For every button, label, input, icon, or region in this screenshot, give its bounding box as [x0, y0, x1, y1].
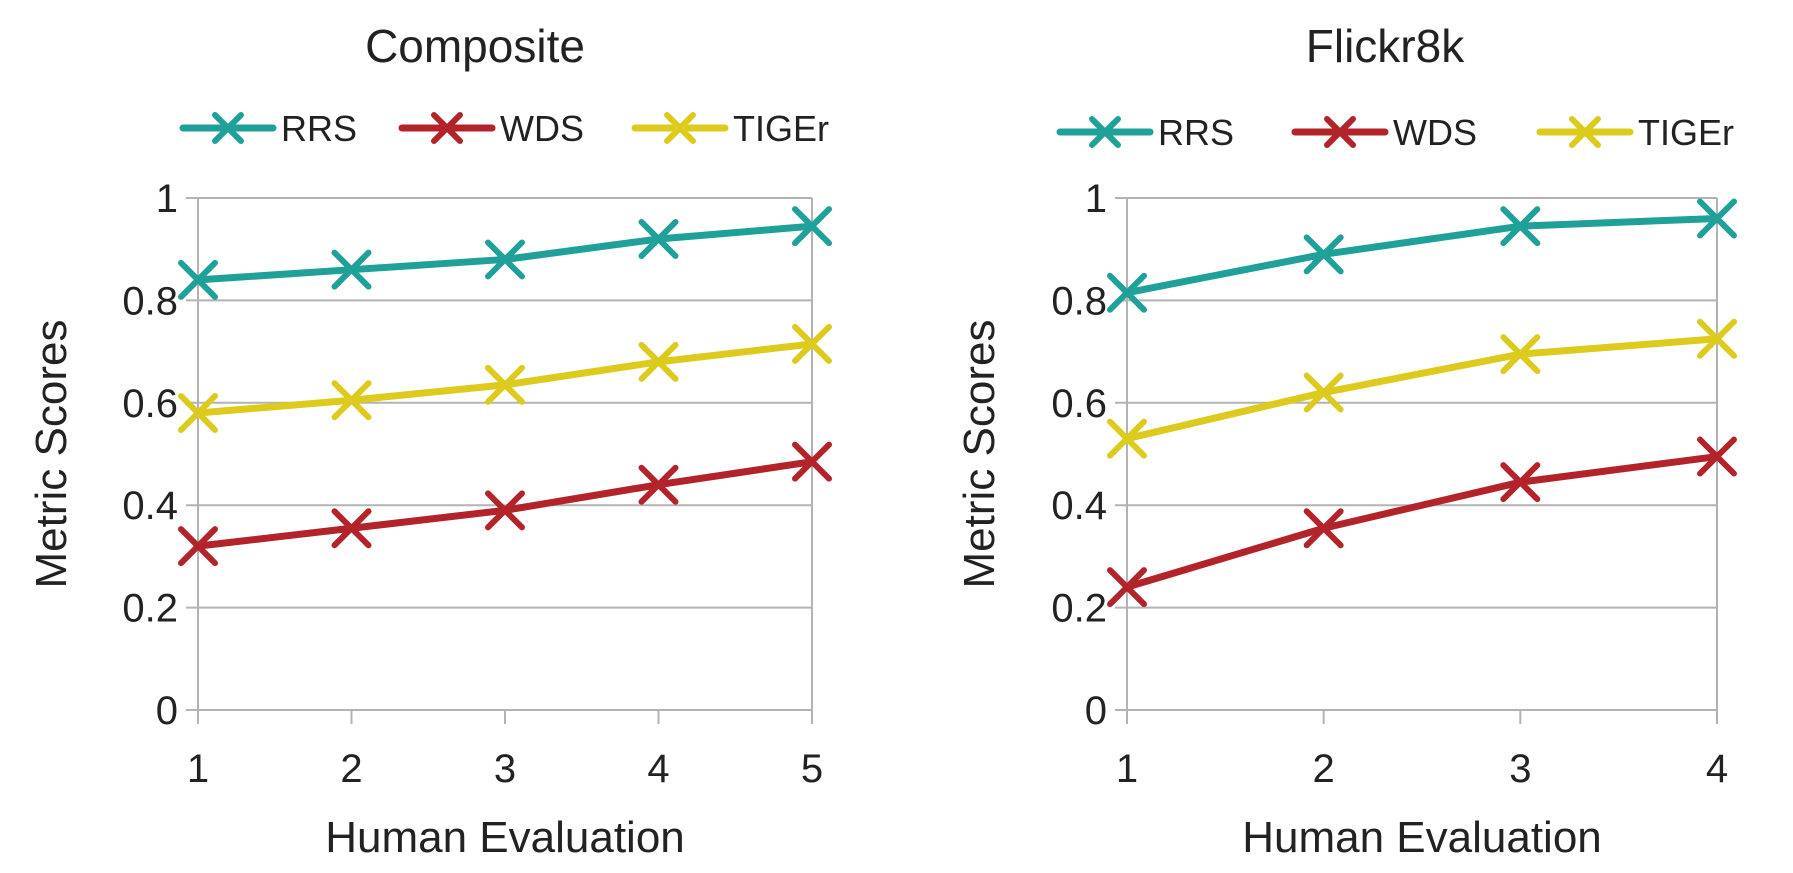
x-tick-label: 1	[1116, 747, 1138, 791]
data-point-marker	[638, 341, 679, 382]
series-line-tiger	[1123, 335, 1721, 443]
series-line-wds	[194, 458, 816, 550]
legend-label: WDS	[500, 108, 584, 149]
data-point-marker	[638, 218, 679, 259]
y-tick-label: 0.2	[1051, 587, 1107, 631]
series-tiger	[178, 323, 832, 434]
series-line-wds	[1123, 453, 1721, 591]
data-point-marker	[1303, 234, 1344, 275]
data-point-marker	[1500, 206, 1541, 247]
data-point-marker	[792, 441, 832, 482]
series-line-rrs	[1123, 214, 1721, 297]
series-wds	[1107, 436, 1737, 608]
y-axis-label: Metric Scores	[27, 320, 76, 589]
chart-title: Composite	[365, 20, 585, 72]
legend-label: TIGEr	[733, 108, 829, 149]
data-point-marker	[485, 490, 525, 531]
x-tick-label: 1	[187, 747, 209, 791]
y-tick-label: 0.2	[122, 587, 178, 631]
series-tiger	[1107, 318, 1737, 459]
legend-item-tiger: TIGEr	[1536, 112, 1734, 153]
legend: RRS WDS TIGEr	[179, 108, 829, 149]
y-tick-label: 1	[1085, 177, 1107, 221]
data-point-marker	[178, 393, 218, 434]
data-point-marker	[178, 259, 218, 300]
data-point-marker	[1107, 272, 1147, 313]
data-point-marker	[1500, 462, 1541, 503]
x-tick-label: 2	[340, 747, 362, 791]
data-point-marker	[1107, 567, 1147, 608]
data-point-marker	[178, 526, 218, 567]
legend-item-wds: WDS	[1291, 112, 1477, 153]
series-rrs	[1107, 198, 1737, 313]
y-tick-label: 0	[156, 689, 178, 733]
legend-item-wds: WDS	[398, 108, 584, 149]
y-tick-label: 0	[1085, 689, 1107, 733]
legend-swatch-marker	[431, 112, 463, 144]
data-point-marker	[485, 239, 525, 280]
data-point-marker	[1303, 508, 1344, 549]
data-point-marker	[1107, 418, 1147, 459]
y-tick-label: 1	[156, 177, 178, 221]
y-tick-label: 0.6	[122, 382, 178, 426]
legend-label: WDS	[1393, 112, 1477, 153]
series-wds	[178, 441, 832, 567]
y-tick-label: 0.4	[1051, 484, 1107, 528]
data-point-marker	[1697, 318, 1737, 359]
data-point-marker	[638, 464, 679, 505]
chart-composite: Composite 0 0.2 0.4 0.6 0.8 1 1 2 3 4 5 Human Evalua…	[27, 20, 832, 862]
y-tick-label: 0.8	[1051, 279, 1107, 323]
series-line-rrs	[194, 222, 816, 284]
legend-swatch-marker	[1089, 116, 1121, 148]
data-point-marker	[792, 323, 832, 364]
x-tick-label: 4	[647, 747, 669, 791]
legend: RRS WDS TIGEr	[1056, 112, 1734, 153]
legend-swatch-marker	[1569, 116, 1601, 148]
series-rrs	[178, 206, 832, 300]
y-axis-label: Metric Scores	[955, 320, 1004, 589]
legend-item-rrs: RRS	[1056, 112, 1234, 153]
x-tick-label: 2	[1313, 747, 1335, 791]
legend-swatch-marker	[212, 112, 244, 144]
x-tick-label: 3	[1509, 747, 1531, 791]
data-point-marker	[331, 508, 372, 549]
data-point-marker	[331, 249, 372, 290]
data-point-marker	[331, 380, 372, 421]
x-axis-label: Human Evaluation	[325, 813, 685, 862]
data-point-marker	[792, 206, 832, 247]
chart-title: Flickr8k	[1306, 20, 1465, 72]
legend-label: TIGEr	[1638, 112, 1734, 153]
y-tick-label: 0.4	[122, 484, 178, 528]
chart-flickr8k: Flickr8k 0 0.2 0.4 0.6 0.8 1 1 2 3 4 Human Evaluati…	[955, 20, 1737, 862]
data-point-marker	[1303, 372, 1344, 413]
legend-item-rrs: RRS	[179, 108, 357, 149]
legend-swatch-marker	[664, 112, 696, 144]
data-point-marker	[1697, 436, 1737, 477]
x-axis-label: Human Evaluation	[1242, 813, 1602, 862]
data-point-marker	[1500, 334, 1541, 375]
x-tick-label: 5	[801, 747, 823, 791]
x-tick-label: 3	[494, 747, 516, 791]
data-point-marker	[485, 364, 525, 405]
x-tick-label: 4	[1706, 747, 1728, 791]
legend-item-tiger: TIGEr	[631, 108, 829, 149]
data-point-marker	[1697, 198, 1737, 239]
legend-label: RRS	[281, 108, 357, 149]
legend-swatch-marker	[1324, 116, 1356, 148]
legend-label: RRS	[1158, 112, 1234, 153]
y-tick-label: 0.8	[122, 279, 178, 323]
y-tick-label: 0.6	[1051, 382, 1107, 426]
